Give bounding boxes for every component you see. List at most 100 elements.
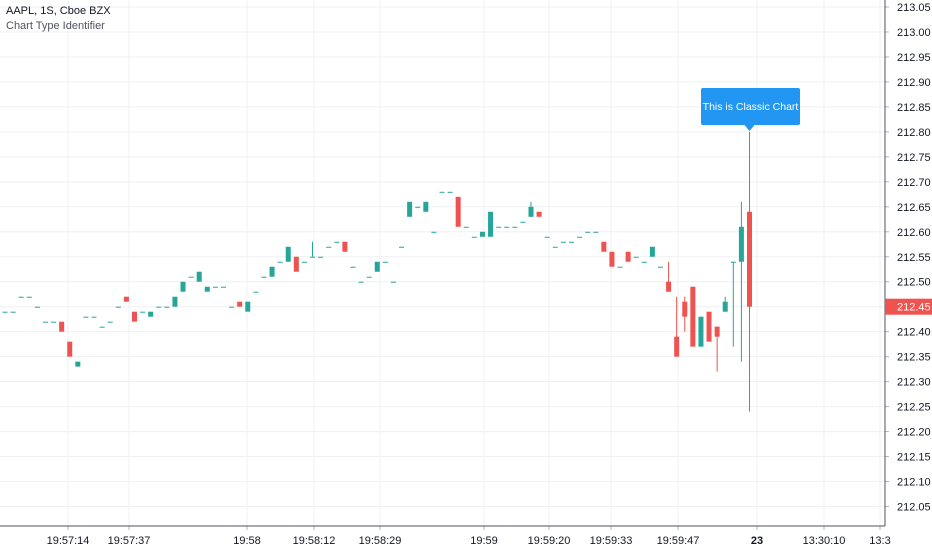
x-tick-label: 23 — [751, 535, 763, 547]
y-tick-label: 212.65 — [897, 202, 931, 214]
x-tick-label: 13:30:10 — [803, 535, 846, 547]
candle — [714, 326, 720, 372]
candle — [593, 231, 599, 233]
candle — [690, 286, 696, 347]
candle-body — [447, 191, 453, 193]
candle — [107, 321, 113, 323]
candle-body — [277, 261, 283, 263]
candle-body — [196, 271, 202, 282]
candle — [471, 236, 477, 238]
symbol-title[interactable]: AAPL, 1S, Cboe BZX — [6, 5, 111, 17]
candles — [2, 131, 752, 412]
x-tick-label: 19:57:14 — [47, 535, 90, 547]
candle — [188, 276, 194, 278]
candle-body — [140, 311, 146, 313]
candle-body — [212, 286, 218, 288]
candle — [496, 226, 502, 228]
candle-body — [285, 246, 291, 262]
candle — [34, 306, 40, 308]
candle-body — [577, 236, 583, 238]
candle — [204, 286, 210, 292]
candle-body — [479, 231, 485, 237]
y-tick-label: 213.05 — [897, 2, 931, 14]
candle-body — [123, 296, 129, 302]
x-tick-label: 13:3 — [869, 535, 890, 547]
candle — [285, 246, 291, 262]
candle — [431, 231, 437, 233]
candle-body — [431, 231, 437, 233]
candle — [617, 266, 623, 268]
candle-body — [34, 306, 40, 308]
candle — [59, 321, 65, 332]
candle — [326, 246, 332, 248]
candle-body — [374, 261, 380, 272]
y-tick-label: 212.80 — [897, 127, 931, 139]
candle-body — [649, 246, 655, 257]
candle — [585, 231, 591, 233]
candle-body — [633, 256, 639, 258]
y-tick-label: 212.75 — [897, 152, 931, 164]
candle — [67, 341, 73, 357]
candle-body — [415, 206, 421, 208]
x-tick-label: 19:59 — [470, 535, 498, 547]
candle-body — [698, 316, 704, 347]
candle-body — [706, 311, 712, 342]
candle-body — [10, 311, 16, 313]
candle — [504, 226, 510, 228]
last-price-tag — [885, 298, 932, 315]
candle — [722, 296, 728, 312]
candle-body — [601, 241, 607, 252]
last-price-label: 212.45 — [897, 302, 931, 314]
candle-body — [722, 301, 728, 312]
candle — [625, 251, 631, 262]
candle — [99, 326, 105, 328]
candle-body — [75, 361, 81, 367]
candle-body — [237, 301, 243, 307]
candle-body — [42, 321, 48, 323]
candle — [180, 281, 186, 292]
candle-body — [455, 196, 461, 227]
candle — [277, 261, 283, 263]
y-tick-label: 212.50 — [897, 277, 931, 289]
candle-body — [714, 326, 720, 337]
candle-body — [439, 191, 445, 193]
candle-body — [641, 261, 647, 263]
candle — [479, 231, 485, 237]
candle — [131, 311, 137, 322]
overlay: 212.45 This is Classic Chart — [701, 88, 932, 315]
candle — [91, 316, 97, 318]
candle-body — [657, 266, 663, 268]
x-tick-label: 19:59:33 — [590, 535, 633, 547]
candle — [18, 296, 24, 298]
candle-body — [560, 241, 566, 243]
y-tick-label: 212.10 — [897, 477, 931, 489]
candle — [237, 301, 243, 307]
candle — [447, 191, 453, 193]
candle-body — [536, 211, 542, 217]
candle-body — [51, 321, 57, 323]
x-tick-label: 19:58:29 — [359, 535, 402, 547]
candle — [738, 201, 744, 362]
candle-body — [399, 246, 405, 248]
candle-body — [107, 321, 113, 323]
candle — [439, 191, 445, 193]
indicator-title[interactable]: Chart Type Identifier — [6, 20, 105, 32]
candle-body — [293, 256, 299, 272]
candle-body — [67, 341, 73, 357]
candle — [358, 281, 364, 283]
x-tick-label: 19:59:47 — [657, 535, 700, 547]
candle-body — [625, 251, 631, 262]
candle — [229, 306, 235, 308]
candle-body — [682, 301, 688, 317]
candle-body — [488, 211, 494, 237]
candle — [196, 271, 202, 282]
candle — [706, 311, 712, 342]
x-tick-label: 19:59:20 — [528, 535, 571, 547]
candle — [560, 241, 566, 243]
candle-body — [738, 226, 744, 262]
y-tick-label: 213.00 — [897, 27, 931, 39]
candle — [172, 296, 178, 307]
candle-body — [544, 236, 550, 238]
